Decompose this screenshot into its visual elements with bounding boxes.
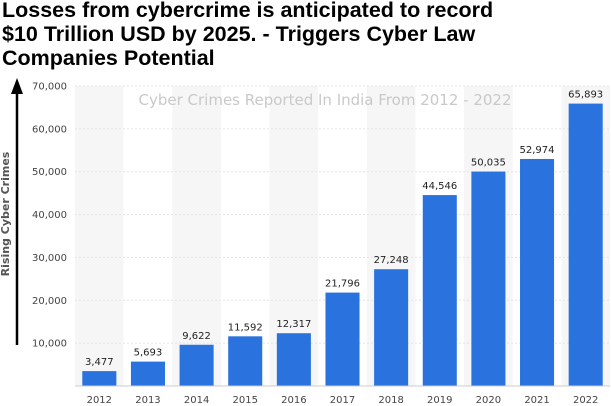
bar [82,371,117,386]
data-label: 21,796 [325,279,360,290]
plot-band [172,86,221,386]
x-tick-label: 2013 [135,395,160,406]
x-tick-label: 2020 [476,395,501,406]
bar [276,333,311,386]
bar [471,171,506,386]
data-label: 50,035 [471,158,506,169]
headline-line-2: $10 Trillion USD by 2025. - Triggers Cyb… [2,22,476,46]
y-axis-label: Rising Cyber Crimes [0,151,12,276]
y-axis-arrow-head [11,78,23,94]
plot-band [75,86,124,386]
y-axis-ticks: 10,000 20,000 30,000 40,000 50,000 60,000 70,0… [32,82,67,350]
bar [228,336,263,386]
data-label: 65,893 [568,90,603,101]
data-label: 44,546 [422,181,457,192]
data-label: 52,974 [520,145,555,156]
y-tick-label: 30,000 [32,253,67,264]
headline-line-1: Losses from cybercrime is anticipated to… [2,0,494,22]
data-labels: 3,477 5,693 9,622 11,592 12,317 21,796 27,248 4… [85,90,603,368]
x-tick-label: 2022 [573,395,598,406]
bar [520,158,555,386]
y-tick-label: 20,000 [32,296,67,307]
bar [568,103,603,386]
y-tick-label: 40,000 [32,210,67,221]
x-tick-label: 2019 [427,395,452,406]
data-label: 9,622 [182,331,211,342]
bar [422,195,457,386]
x-tick-label: 2021 [524,395,549,406]
headline-line-3: Companies Potential [2,46,215,70]
x-tick-label: 2015 [233,395,258,406]
bar [130,361,165,386]
data-label: 11,592 [228,322,263,333]
x-tick-label: 2018 [378,395,403,406]
data-label: 27,248 [374,255,409,266]
x-tick-label: 2012 [87,395,112,406]
bar [325,292,360,386]
y-tick-label: 60,000 [32,124,67,135]
x-tick-label: 2017 [330,395,355,406]
headline: Losses from cybercrime is anticipated to… [2,0,609,70]
data-label: 12,317 [276,319,311,330]
bar [179,344,214,386]
y-tick-label: 70,000 [32,82,67,93]
x-axis-ticks: 2012 2013 2014 2015 2016 2017 2018 2019 2020 2021… [87,395,599,406]
x-tick-label: 2016 [281,395,306,406]
bars [82,103,603,386]
y-tick-label: 50,000 [32,167,67,178]
y-tick-label: 10,000 [32,339,67,350]
data-label: 3,477 [85,357,114,368]
chart-title: Cyber Crimes Reported In India From 2012… [138,91,511,109]
x-tick-label: 2014 [184,395,209,406]
data-label: 5,693 [134,348,163,359]
bar [374,269,409,386]
